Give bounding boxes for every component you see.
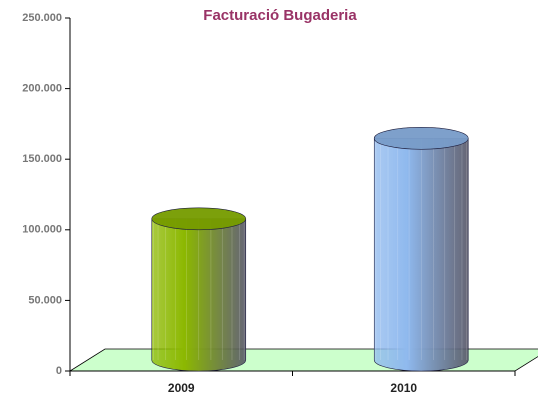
bar-top-shade [374, 127, 469, 150]
x-tick-label: 2010 [390, 381, 417, 395]
bar [373, 138, 469, 372]
bar-top-shade [151, 207, 246, 230]
y-tick-label: 100.000 [22, 224, 62, 236]
x-tick-label: 2009 [168, 381, 195, 395]
bar-top [151, 207, 247, 231]
y-tick-label: 50.000 [28, 294, 62, 306]
y-tick-label: 250.000 [22, 12, 62, 24]
bar [151, 218, 247, 372]
y-tick-label: 150.000 [22, 153, 62, 165]
y-tick-label: 200.000 [22, 83, 62, 95]
y-tick-label: 0 [56, 365, 62, 377]
bar-top [373, 127, 469, 150]
chart-title: Facturació Bugaderia [203, 7, 357, 24]
